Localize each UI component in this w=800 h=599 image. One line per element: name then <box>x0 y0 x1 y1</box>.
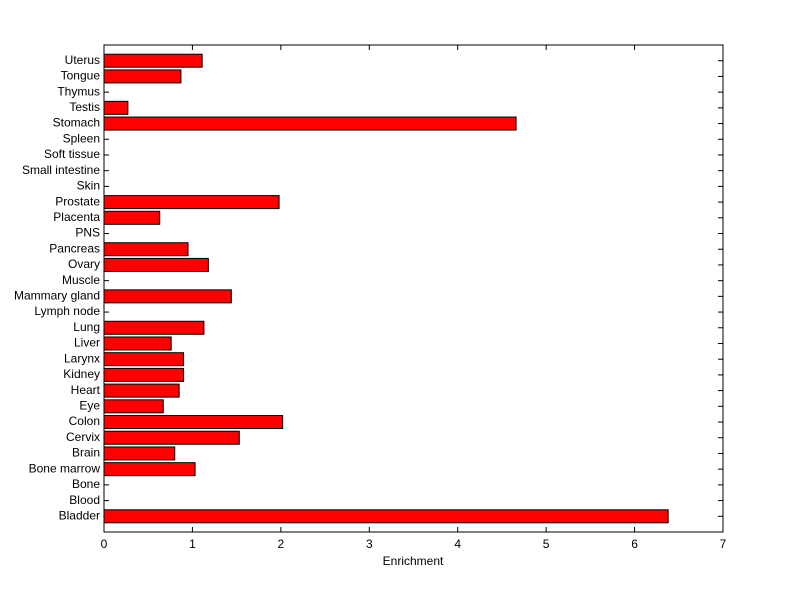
y-tick-label: Cervix <box>66 430 100 444</box>
bar <box>103 352 185 367</box>
y-tick-label: Eye <box>79 398 100 412</box>
x-tick-label: 5 <box>543 537 550 551</box>
bar <box>103 116 517 131</box>
bar <box>103 446 176 461</box>
y-tick-label: Pancreas <box>49 241 100 255</box>
x-tick-label: 1 <box>189 537 196 551</box>
bar <box>103 383 180 398</box>
y-tick-label: Bone marrow <box>29 461 101 475</box>
bar <box>103 320 205 335</box>
bar <box>103 509 669 524</box>
x-tick-label: 4 <box>454 537 461 551</box>
bar <box>103 195 280 210</box>
y-tick-label: Soft tissue <box>44 147 100 161</box>
y-tick-label: Kidney <box>63 367 100 381</box>
y-tick-label: Skin <box>77 179 100 193</box>
y-tick-label: Placenta <box>53 210 100 224</box>
x-tick-label: 3 <box>366 537 373 551</box>
y-tick-label: Liver <box>74 336 100 350</box>
x-tick-label: 0 <box>101 537 108 551</box>
x-tick-label: 2 <box>278 537 285 551</box>
y-tick-label: Colon <box>69 414 100 428</box>
y-tick-label: Ovary <box>68 257 100 271</box>
y-tick-label: Bladder <box>59 508 100 522</box>
y-tick-label: Lymph node <box>34 304 100 318</box>
y-tick-label: Small intestine <box>22 163 100 177</box>
bar <box>103 462 196 477</box>
y-tick-label: Brain <box>72 446 100 460</box>
y-tick-label: Bone <box>72 477 100 491</box>
x-tick-label: 7 <box>720 537 727 551</box>
bar <box>103 289 232 304</box>
bar <box>103 242 189 257</box>
y-tick-label: Muscle <box>62 273 100 287</box>
bar <box>103 367 185 382</box>
bar <box>103 69 182 84</box>
y-tick-label: Prostate <box>55 194 100 208</box>
y-tick-label: Stomach <box>53 116 100 130</box>
y-tick-label: Uterus <box>65 53 100 67</box>
y-tick-label: Tongue <box>61 69 101 83</box>
plot-frame <box>103 44 724 533</box>
x-tick-label: 6 <box>631 537 638 551</box>
y-tick-label: Thymus <box>57 84 100 98</box>
bar <box>103 415 284 430</box>
bar <box>103 430 240 445</box>
y-tick-label: Heart <box>71 383 101 397</box>
y-tick-label: Blood <box>69 493 100 507</box>
y-tick-label: Mammary gland <box>14 289 100 303</box>
bar <box>103 100 129 115</box>
x-axis-label: Enrichment <box>383 554 444 568</box>
y-tick-label: PNS <box>75 226 100 240</box>
bar <box>103 399 164 414</box>
y-tick-label: Larynx <box>64 351 100 365</box>
y-tick-label: Testis <box>69 100 100 114</box>
bar <box>103 210 161 225</box>
bar <box>103 53 203 68</box>
y-tick-label: Spleen <box>63 131 100 145</box>
y-tick-label: Lung <box>73 320 100 334</box>
bar <box>103 336 172 351</box>
bar <box>103 257 209 272</box>
